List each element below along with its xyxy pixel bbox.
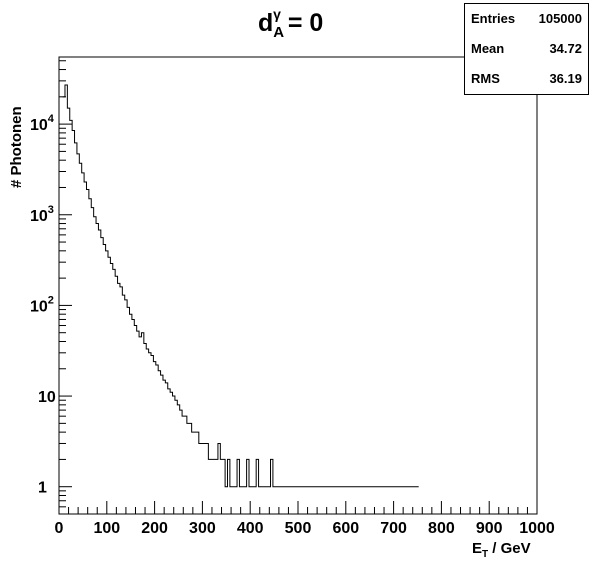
y-tick-label: 103 bbox=[30, 204, 54, 225]
y-tick-label: 104 bbox=[30, 113, 55, 134]
x-tick-label: 800 bbox=[428, 520, 455, 537]
x-tick-label: 900 bbox=[476, 520, 503, 537]
stat-row-entries: Entries 105000 bbox=[471, 11, 582, 26]
y-axis-label: # Photonen bbox=[8, 106, 25, 188]
y-tick-base: 1 bbox=[38, 480, 47, 497]
y-tick-label: 102 bbox=[30, 294, 54, 315]
x-tick-label: 0 bbox=[55, 520, 64, 537]
stat-value: 36.19 bbox=[549, 71, 582, 86]
y-tick-base: 10 bbox=[38, 389, 56, 406]
x-tick-label: 1000 bbox=[519, 520, 555, 537]
stats-box: Entries 105000 Mean 34.72 RMS 36.19 bbox=[464, 3, 589, 95]
title-base: d bbox=[258, 9, 274, 37]
tick-labels: 0 100 200 300 400 500 600 700 800 900 100011010210… bbox=[30, 113, 555, 537]
stat-row-mean: Mean 34.72 bbox=[471, 41, 582, 56]
stat-label: Mean bbox=[471, 41, 505, 56]
title-rest: = 0 bbox=[280, 9, 324, 37]
x-tick-label: 200 bbox=[141, 520, 168, 537]
y-tick-exponent: 4 bbox=[48, 113, 55, 125]
title-sup: γ bbox=[273, 6, 281, 22]
stat-row-rms: RMS 36.19 bbox=[471, 71, 582, 86]
plot-frame bbox=[58, 56, 538, 515]
x-tick-label: 400 bbox=[237, 520, 264, 537]
title-sub: A bbox=[273, 24, 285, 41]
y-tick-base: 10 bbox=[30, 298, 48, 315]
stat-value: 34.72 bbox=[549, 41, 582, 56]
x-tick-label: 500 bbox=[285, 520, 312, 537]
x-tick-label: 700 bbox=[380, 520, 407, 537]
x-label-rest: / GeV bbox=[488, 540, 531, 557]
stat-value: 105000 bbox=[538, 11, 582, 26]
x-tick-label: 100 bbox=[93, 520, 120, 537]
x-tick-label: 600 bbox=[332, 520, 359, 537]
y-tick-exponent: 2 bbox=[48, 294, 54, 306]
stat-label: Entries bbox=[471, 11, 516, 26]
y-tick-base: 10 bbox=[30, 117, 48, 134]
axis-ticks bbox=[58, 60, 538, 515]
y-tick-base: 10 bbox=[30, 208, 48, 225]
x-label-main: E bbox=[472, 540, 483, 557]
x-tick-label: 300 bbox=[189, 520, 216, 537]
y-tick-exponent: 3 bbox=[48, 204, 54, 216]
x-label-sub: T bbox=[482, 549, 489, 560]
chart-title: dAγ = 0 bbox=[258, 6, 323, 41]
x-axis-label: ET / GeV bbox=[472, 540, 531, 560]
histogram-line bbox=[62, 84, 419, 488]
y-tick-label: 1 bbox=[38, 480, 47, 497]
stat-label: RMS bbox=[471, 71, 500, 86]
y-tick-label: 10 bbox=[38, 389, 56, 406]
